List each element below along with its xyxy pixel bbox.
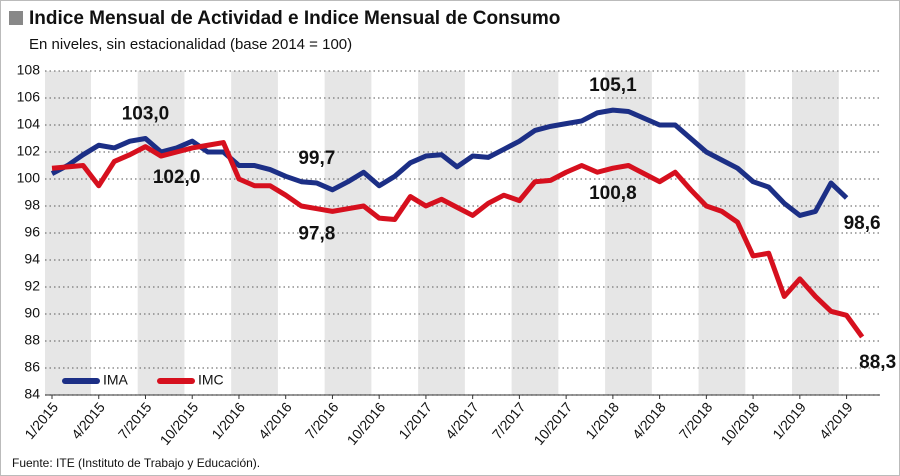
data-label: 102,0 xyxy=(153,167,201,188)
data-label: 97,8 xyxy=(298,224,335,245)
legend-label: IMA xyxy=(103,372,129,388)
y-tick-label: 92 xyxy=(24,278,40,294)
data-label: 105,1 xyxy=(589,75,637,96)
y-tick-label: 104 xyxy=(17,116,41,132)
title-marker xyxy=(9,11,23,25)
y-tick-label: 106 xyxy=(17,89,41,105)
data-label: 88,3 xyxy=(859,352,896,373)
y-tick-label: 84 xyxy=(24,386,40,402)
y-tick-label: 108 xyxy=(17,62,41,78)
data-label: 103,0 xyxy=(122,104,170,125)
y-tick-label: 100 xyxy=(17,170,41,186)
y-tick-label: 96 xyxy=(24,224,40,240)
data-label: 99,7 xyxy=(298,148,335,169)
y-tick-label: 102 xyxy=(17,143,41,159)
y-tick-label: 88 xyxy=(24,332,40,348)
y-tick-label: 98 xyxy=(24,197,40,213)
y-tick-label: 90 xyxy=(24,305,40,321)
y-tick-label: 94 xyxy=(24,251,40,267)
legend-label: IMC xyxy=(198,372,224,388)
band xyxy=(698,71,746,395)
y-tick-label: 86 xyxy=(24,359,40,375)
source: Fuente: ITE (Instituto de Trabajo y Educ… xyxy=(12,456,260,470)
data-label: 100,8 xyxy=(589,183,637,204)
data-label: 98,6 xyxy=(844,213,881,234)
series-line xyxy=(51,140,865,339)
series-line xyxy=(50,107,849,218)
band xyxy=(324,71,372,395)
chart-subtitle: En niveles, sin estacionalidad (base 201… xyxy=(29,36,352,53)
chart-title: Indice Mensual de Actividad e Indice Men… xyxy=(29,8,560,29)
